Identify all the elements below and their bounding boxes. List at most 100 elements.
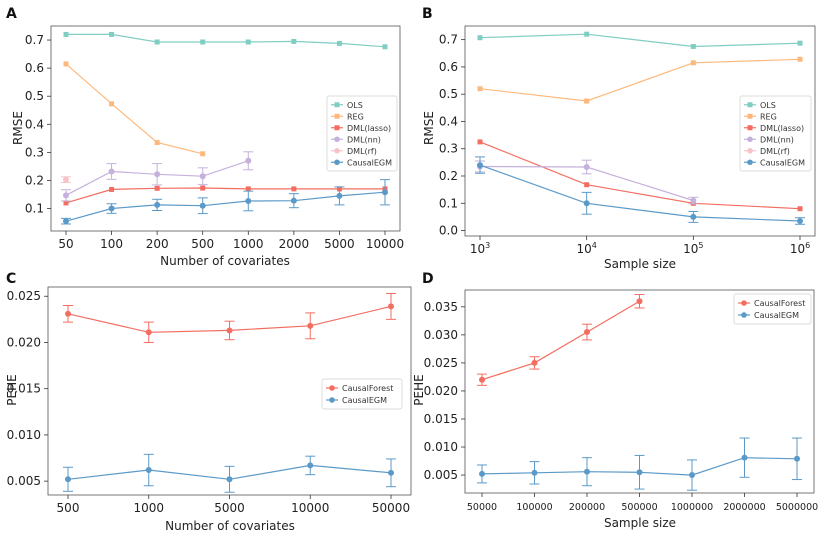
panel-a-legend-dml-nn-label: DML(nn)	[347, 135, 381, 144]
panel-a-y-tick-label: 0.4	[25, 117, 44, 131]
panel-c-x-tick-label: 1000	[133, 501, 164, 515]
panel-d-x-tick-label: 2000000	[723, 502, 765, 513]
panel-b-y-tick-label: 0.1	[439, 196, 458, 210]
panel-b-y-tick-label: 0.0	[439, 224, 458, 238]
panel-a-dml-nn-point	[108, 168, 115, 175]
panel-d-legend-causalegm-label: CausalEGM	[754, 311, 799, 320]
panel-d-x-tick-label: 500000	[621, 502, 657, 513]
panel-d-y-axis-label: PEHE	[412, 374, 426, 405]
panel-c-y-axis-label: PEHE	[5, 374, 19, 405]
panel-c-causalforest-point	[65, 310, 71, 317]
panel-c-causalegm-point	[388, 469, 394, 476]
panel-a-ols-point	[245, 39, 251, 45]
panel-d-y-tick-label: 0.030	[424, 328, 458, 342]
panel-a-legend-dml-rf-swatch-marker	[334, 147, 340, 154]
panel-b-dml-nn-point	[583, 164, 590, 170]
panel-b-dml-lasso-point	[477, 139, 483, 145]
panel-a-legend: OLS REG DML(lasso) DML(nn) DML(rf) CausalEGM	[326, 95, 398, 172]
panel-b-legend-ols-swatch-marker	[747, 102, 753, 108]
panel-b-x-tick-label: 103	[470, 241, 490, 256]
panel-b-legend-dml-rf-swatch-marker	[747, 147, 753, 154]
panel-a-dml-lasso-point	[109, 186, 115, 192]
panel-a-dml-lasso-point	[63, 200, 69, 206]
panel-b-causalegm-point	[690, 213, 697, 220]
panel-b-y-tick-label: 0.2	[439, 169, 458, 183]
panel-a-legend-dml-lasso-swatch-marker	[334, 125, 340, 131]
panel-d-x-tick-label: 100000	[516, 502, 552, 513]
panel-d-causalegm-point	[794, 455, 800, 462]
panel-a-y-tick-label: 0.5	[25, 89, 44, 103]
panel-b-causalegm-line	[479, 164, 801, 222]
panel-c-causalforest-point	[145, 329, 152, 336]
panel-a-legend-dml-rf-label: DML(rf)	[347, 147, 377, 156]
panel-b-causalegm-point	[797, 218, 803, 224]
panel-a-causalegm-point	[108, 205, 115, 212]
panel-b-legend-reg-label: REG	[760, 112, 777, 121]
panel-c-y-tick-label: 0.020	[7, 335, 41, 349]
panel-a-legend-causalegm-swatch-marker	[334, 159, 340, 166]
panel-a-reg-line	[65, 63, 203, 155]
panel-b-causalegm-point	[583, 200, 590, 207]
panel-b-dml-lasso-point	[584, 182, 590, 188]
panel-d-causalegm-point	[741, 454, 748, 461]
panel-a-y-tick-label: 0.3	[25, 145, 44, 159]
panel-c-causalegm-point	[307, 462, 314, 469]
panel-b-y-tick-label: 0.3	[439, 142, 458, 156]
panel-d-y-tick-label: 0.035	[424, 300, 458, 314]
panel-d-x-tick-label: 200000	[569, 502, 605, 513]
panel-a-ols-point	[109, 31, 115, 37]
panel-b-reg-point	[690, 60, 696, 66]
panel-a-legend-reg-swatch-marker	[334, 113, 340, 119]
panel-d-ticks: 0.005 0.010 0.015 0.020 0.025 0.030 0.035 50000…	[424, 300, 819, 513]
panel-b-y-tick-label: 0.4	[439, 114, 458, 128]
panel-c-causalegm-point	[145, 467, 152, 474]
panel-b-dml-nn-point	[690, 197, 697, 204]
panel-a-causalegm-point	[154, 201, 161, 208]
panel-c: C 0.005 0.010 0.015 0.020 0.025 500 1000 5000 10…	[5, 271, 412, 533]
panel-d-causalforest-point	[636, 298, 643, 305]
panel-c-letter: C	[6, 271, 16, 287]
panel-c-legend-causalegm-swatch-marker	[329, 397, 335, 403]
panel-d-causalegm-point	[689, 472, 695, 479]
panel-d-x-axis-label: Sample size	[604, 516, 676, 530]
panel-a-dml-lasso-point	[154, 185, 160, 191]
panel-b-x-tick-label: 105	[683, 241, 703, 256]
panel-c-ticks: 0.005 0.010 0.015 0.020 0.025 500 1000 5000 1000…	[7, 289, 410, 515]
panel-a-causalegm-point	[63, 218, 69, 225]
panel-a-x-tick-label: 500	[191, 237, 214, 251]
panel-a-reg-point	[109, 101, 115, 107]
panel-a-ticks: 0.1 0.2 0.3 0.4 0.5 0.6 0.7 50 100 200 500 1000 2000…	[25, 33, 404, 251]
panel-d-legend-causalforest-label: CausalForest	[754, 299, 805, 308]
panel-d-causalforest-point	[479, 376, 485, 383]
panel-b-legend: OLS REG DML(lasso) DML(nn) DML(rf) CausalEGM	[739, 95, 812, 172]
panel-a-x-tick-label: 100	[100, 237, 123, 251]
panel-b-ols-point	[477, 35, 483, 41]
panel-a-legend-dml-nn-swatch-marker	[334, 136, 340, 143]
panel-a-ols-point	[63, 31, 69, 37]
panel-d-letter: D	[422, 271, 434, 287]
panel-b-legend-dml-rf-label: DML(rf)	[760, 147, 790, 156]
panel-b-dml-lasso-point	[797, 206, 803, 212]
panel-a-ols-point	[200, 39, 206, 45]
panel-b-ols-point	[584, 31, 590, 37]
panel-c-x-tick-label: 500	[57, 501, 80, 515]
panel-a-causalegm-point	[199, 202, 206, 209]
panel-b: B 0.0 0.1 0.2 0.3 0.4 0.5 0.6 0.7 103 104 105 106 O…	[422, 6, 816, 271]
panel-a-y-tick-label: 0.6	[25, 61, 44, 75]
panel-c-marks	[63, 292, 396, 493]
panel-d-legend-box	[733, 293, 812, 325]
panel-c-causalforest-point	[307, 322, 314, 329]
panel-b-letter: B	[422, 6, 433, 22]
panel-a-letter: A	[6, 6, 17, 22]
panel-b-legend-reg-swatch-marker	[747, 113, 753, 119]
panel-b-legend-dml-nn-label: DML(nn)	[760, 135, 794, 144]
panel-a-ols-line	[66, 33, 386, 48]
panel-c-y-tick-label: 0.010	[7, 428, 41, 442]
panel-c-y-tick-label: 0.025	[7, 289, 41, 303]
panel-a-y-axis-label: RMSE	[11, 111, 25, 145]
panel-a-plot-frame	[50, 25, 401, 232]
panel-c-x-tick-label: 50000	[372, 501, 410, 515]
panel-b-plot-frame	[464, 25, 816, 237]
panel-b-y-tick-label: 0.6	[439, 60, 458, 74]
panel-b-reg-point	[797, 56, 803, 62]
